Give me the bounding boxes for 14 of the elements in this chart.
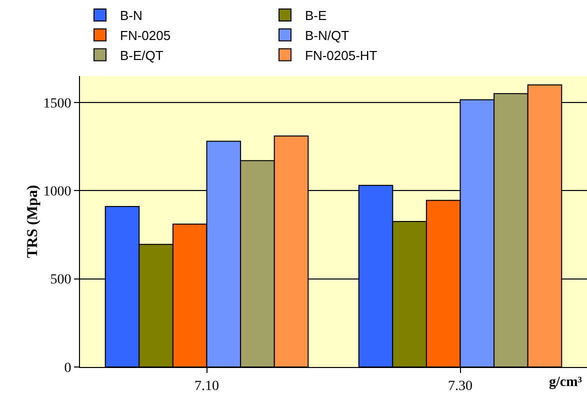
y-tick-label: 1500 <box>43 96 72 112</box>
legend-label: B-E/QT <box>120 48 164 63</box>
legend-label: FN-0205-HT <box>305 48 378 63</box>
x-axis-title: g/cm³ <box>549 375 582 390</box>
legend-label: B-E <box>305 8 327 24</box>
y-axis-title: TRS (Mpa) <box>25 185 42 258</box>
legend-label: FN-0205 <box>120 28 171 43</box>
legend-label: B-N/QT <box>305 28 350 43</box>
y-tick-label: 1000 <box>43 184 72 200</box>
x-tick-label: 7.10 <box>194 378 219 394</box>
y-tick-label: 0 <box>64 360 72 376</box>
x-tick-label: 7.30 <box>448 378 472 394</box>
legend-label: B-N <box>120 8 142 24</box>
y-tick-label: 500 <box>50 272 72 288</box>
